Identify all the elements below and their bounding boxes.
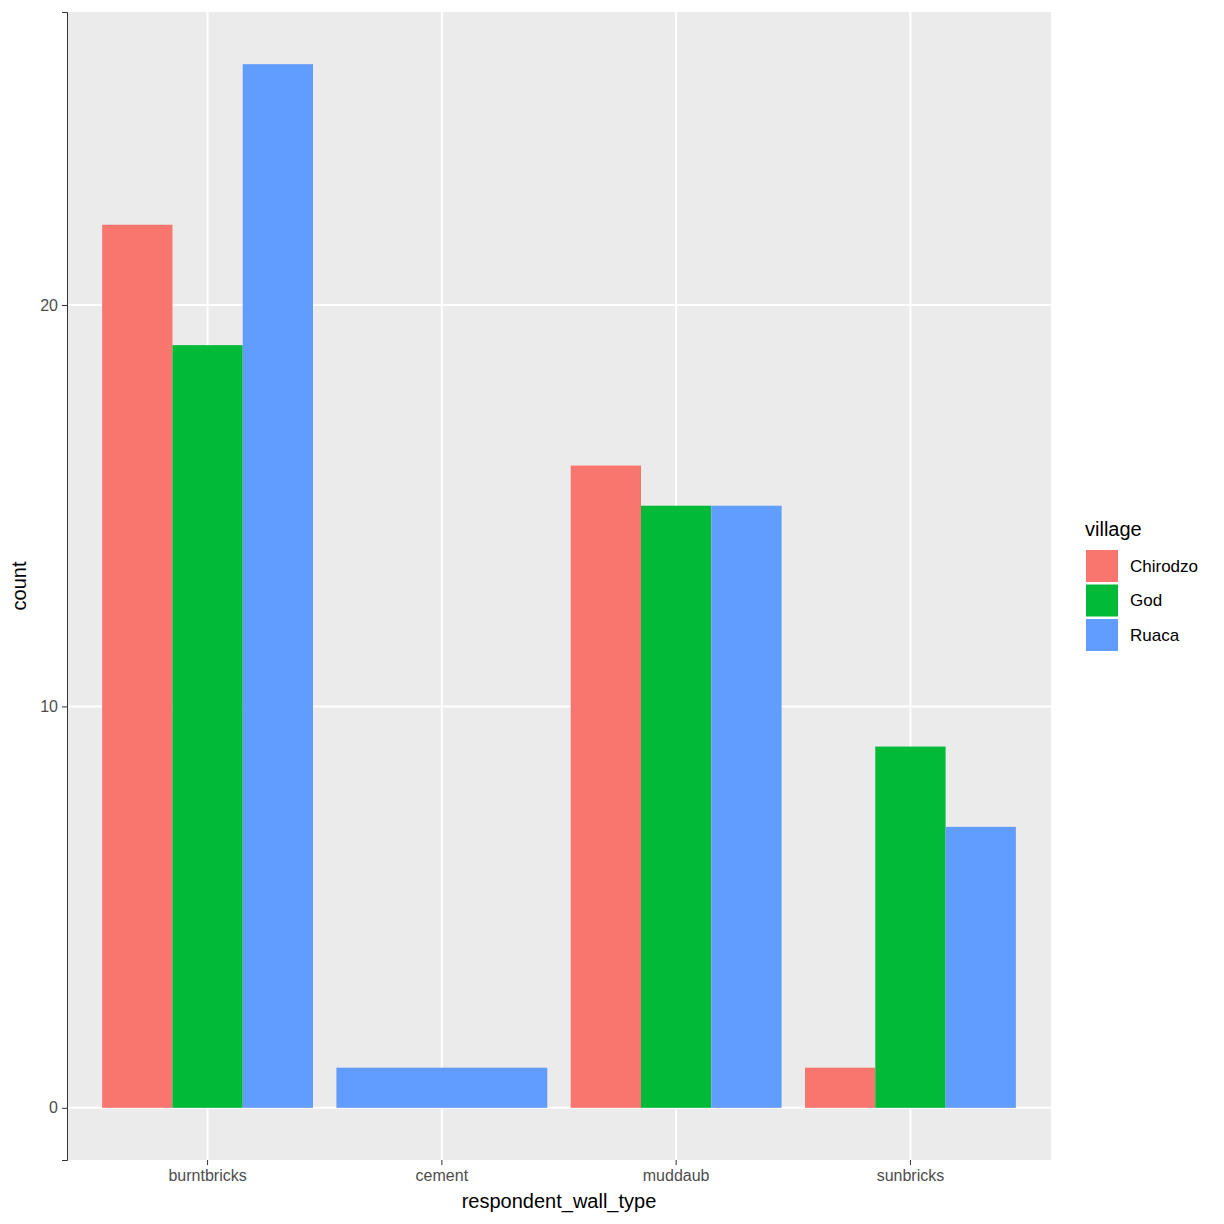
x-tick: muddaub (643, 1160, 710, 1184)
bar (336, 1068, 547, 1108)
x-tick: sunbricks (877, 1160, 945, 1184)
y-tick-mark (62, 706, 67, 707)
bars (102, 64, 1016, 1108)
y-tick-mark (62, 305, 67, 306)
x-tick-label: sunbricks (877, 1167, 945, 1184)
chart: 0 10 20 burntbricks cement muddaub sunbricks re… (0, 0, 1224, 1224)
y-tick-label: 20 (40, 297, 58, 314)
bar (571, 466, 641, 1108)
bar (805, 1068, 875, 1108)
bar (711, 506, 781, 1108)
y-tick-mark (62, 1108, 67, 1109)
legend-label: Ruaca (1130, 626, 1180, 645)
y-axis-title: count (8, 561, 30, 610)
x-axis-title: respondent_wall_type (462, 1190, 657, 1213)
x-tick-label: burntbricks (168, 1167, 246, 1184)
bar (172, 345, 242, 1108)
x-tick-label: muddaub (643, 1167, 710, 1184)
bar (243, 64, 313, 1108)
bar (946, 827, 1016, 1108)
legend-label: God (1130, 591, 1162, 610)
grid (67, 12, 1051, 1160)
y-tick: 20 (40, 297, 67, 314)
x-tick-mark (676, 1160, 677, 1165)
legend-key (1086, 619, 1118, 651)
y-tick-label: 0 (49, 1099, 58, 1116)
bar (875, 747, 945, 1108)
x-tick: cement (416, 1160, 469, 1184)
x-axis: burntbricks cement muddaub sunbricks (168, 1160, 944, 1184)
legend-title: village (1085, 518, 1142, 540)
y-tick: 0 (49, 1099, 67, 1116)
x-tick-mark (910, 1160, 911, 1165)
legend-key (1086, 550, 1118, 582)
x-tick: burntbricks (168, 1160, 246, 1184)
x-tick-label: cement (416, 1167, 469, 1184)
y-axis: 0 10 20 (40, 13, 67, 1161)
y-tick: 10 (40, 698, 67, 715)
y-tick-label: 10 (40, 698, 58, 715)
legend-label: Chirodzo (1130, 557, 1198, 576)
y-axis-line (62, 13, 68, 1161)
background (0, 0, 1224, 1224)
x-tick-mark (207, 1160, 208, 1165)
legend: village Chirodzo God Ruaca (1085, 518, 1198, 651)
panel (67, 12, 1051, 1160)
x-grid-line (441, 12, 443, 1160)
bar (102, 225, 172, 1108)
x-tick-mark (441, 1160, 442, 1165)
y-grid-line (67, 304, 1051, 306)
bar (641, 506, 711, 1108)
legend-key (1086, 585, 1118, 617)
